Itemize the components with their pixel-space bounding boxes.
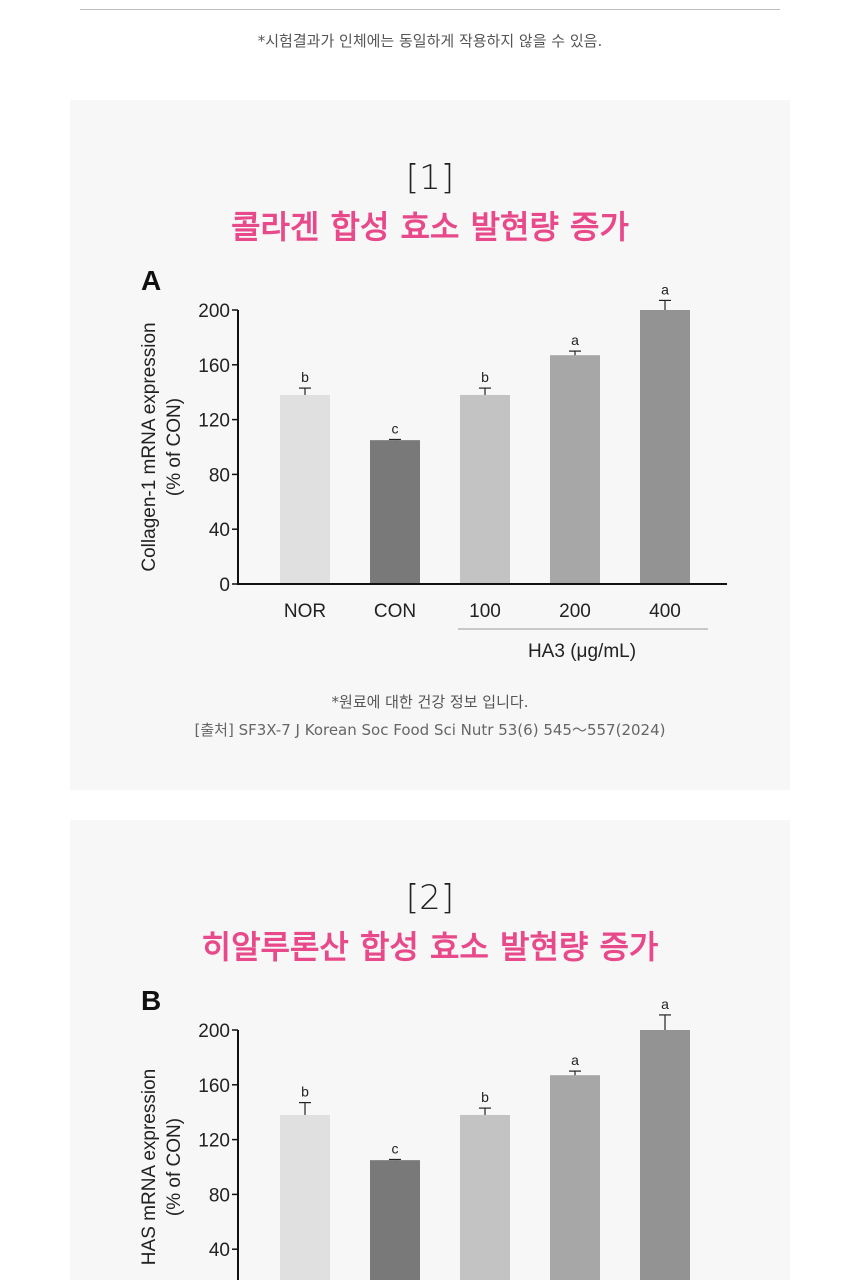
significance-label: a (571, 332, 579, 348)
y-tick-label: 40 (209, 520, 230, 541)
y-tick-label: 160 (198, 356, 230, 377)
x-tick-label: CON (374, 601, 416, 622)
bar-nor (280, 1114, 330, 1280)
x-tick-label: 100 (469, 601, 501, 622)
x-tick-label: NOR (284, 601, 326, 622)
bar-con (370, 440, 420, 583)
bar-100 (460, 394, 510, 583)
panel-label: A (141, 265, 161, 296)
panel-label: B (141, 985, 161, 1016)
disclaimer: *시험결과가 인체에는 동일하게 작용하지 않을 수 있음. (257, 32, 603, 50)
significance-label: a (661, 281, 669, 297)
divider (80, 9, 780, 10)
bar-chart-collagen: A Collagen-1 mRNA expression (% of CON) 0 40… (139, 265, 727, 662)
chart-card-has: [2] 히알루론산 합성 효소 발현량 증가 B HAS mRNA express… (70, 820, 790, 1280)
chart-card-collagen: [1] 콜라겐 합성 효소 발현량 증가 A Collagen-1 mRNA ex… (70, 100, 790, 790)
section-number: [1] (405, 158, 455, 198)
significance-label: b (301, 1084, 309, 1100)
x-tick-label: 400 (649, 601, 681, 622)
section-number: [2] (405, 878, 455, 918)
significance-label: a (571, 1052, 579, 1068)
group-label: HA3 (μg/mL) (528, 641, 636, 662)
y-axis-label: Collagen-1 mRNA expression (139, 322, 160, 571)
y-tick-label: 200 (198, 1021, 230, 1042)
significance-label: c (392, 420, 399, 436)
significance-label: a (661, 996, 669, 1012)
section-title: 콜라겐 합성 효소 발현량 증가 (231, 208, 629, 246)
bar-400 (640, 310, 690, 583)
bar-100 (460, 1114, 510, 1280)
y-tick-label: 200 (198, 301, 230, 322)
y-tick-label: 40 (209, 1240, 230, 1261)
y-tick-label: 80 (209, 465, 230, 486)
bar-con (370, 1160, 420, 1280)
y-tick-label: 120 (198, 1131, 230, 1152)
x-tick-label: 200 (559, 601, 591, 622)
significance-label: c (392, 1140, 399, 1156)
section-title: 히알루론산 합성 효소 발현량 증가 (201, 928, 659, 966)
source-note: *원료에 대한 건강 정보 입니다. (331, 693, 529, 711)
y-axis-label-group: Collagen-1 mRNA expression (% of CON) (139, 322, 185, 571)
bar-200 (550, 1075, 600, 1280)
bar-200 (550, 355, 600, 583)
bar-chart-has: B HAS mRNA expression (% of CON) 40 80 120 160… (139, 985, 690, 1280)
y-axis-label-unit: (% of CON) (164, 398, 185, 496)
significance-label: b (301, 369, 309, 385)
y-tick-label: 120 (198, 411, 230, 432)
significance-label: b (481, 1089, 489, 1105)
significance-label: b (481, 369, 489, 385)
bar-400 (640, 1030, 690, 1280)
y-axis-label-unit: (% of CON) (164, 1118, 185, 1216)
y-axis-label: HAS mRNA expression (139, 1069, 160, 1265)
y-axis-label-group: HAS mRNA expression (% of CON) (139, 1069, 185, 1265)
bar-nor (280, 394, 330, 583)
y-tick-label: 160 (198, 1076, 230, 1097)
y-tick-label: 0 (219, 575, 230, 596)
y-tick-label: 80 (209, 1185, 230, 1206)
source-citation: [출처] SF3X-7 J Korean Soc Food Sci Nutr 5… (194, 721, 666, 739)
